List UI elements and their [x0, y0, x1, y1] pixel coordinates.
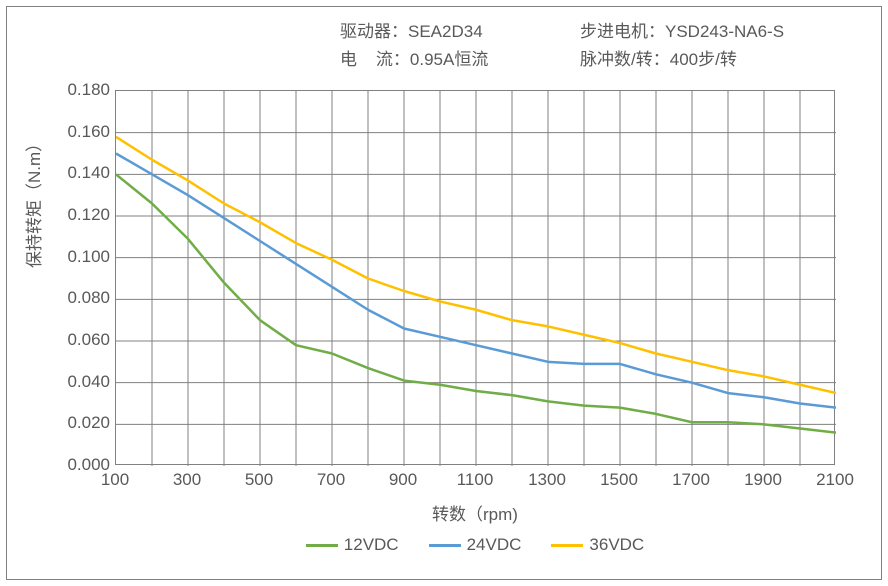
- motor-label: 步进电机：: [580, 18, 665, 46]
- x-axis-label: 转数（rpm): [115, 500, 835, 525]
- plot-area: [115, 90, 835, 465]
- driver-value: SEA2D34: [408, 18, 483, 46]
- legend-swatch: [306, 544, 338, 547]
- y-tick-label: 0.120: [40, 205, 110, 225]
- x-tick-label: 1900: [744, 470, 782, 490]
- y-tick-label: 0.140: [40, 163, 110, 183]
- legend-label: 36VDC: [589, 535, 644, 555]
- pulses-value: 400步/转: [670, 46, 737, 74]
- legend-swatch: [551, 544, 583, 547]
- current-value: 0.95A恒流: [410, 46, 488, 74]
- x-tick-label: 500: [245, 470, 273, 490]
- y-tick-label: 0.040: [40, 372, 110, 392]
- legend-label: 24VDC: [467, 535, 522, 555]
- motor-value: YSD243-NA6-S: [665, 18, 784, 46]
- y-tick-label: 0.000: [40, 455, 110, 475]
- legend-label: 12VDC: [344, 535, 399, 555]
- legend-item-36VDC: 36VDC: [551, 535, 644, 555]
- driver-label: 驱动器：: [340, 18, 408, 46]
- x-tick-label: 1300: [528, 470, 566, 490]
- y-tick-label: 0.060: [40, 330, 110, 350]
- header-block: 驱动器： SEA2D34 步进电机： YSD243-NA6-S 电 流： 0.9…: [340, 18, 868, 74]
- y-tick-label: 0.100: [40, 247, 110, 267]
- legend-swatch: [429, 544, 461, 547]
- pulses-label: 脉冲数/转：: [580, 46, 670, 74]
- y-tick-label: 0.020: [40, 413, 110, 433]
- x-tick-label: 100: [101, 470, 129, 490]
- x-tick-label: 300: [173, 470, 201, 490]
- current-label: 电 流：: [340, 46, 410, 74]
- x-tick-label: 1700: [672, 470, 710, 490]
- x-tick-label: 2100: [816, 470, 854, 490]
- x-tick-label: 700: [317, 470, 345, 490]
- x-tick-label: 1500: [600, 470, 638, 490]
- plot-svg: [116, 91, 836, 466]
- x-tick-label: 900: [389, 470, 417, 490]
- legend-item-12VDC: 12VDC: [306, 535, 399, 555]
- legend-item-24VDC: 24VDC: [429, 535, 522, 555]
- y-tick-label: 0.080: [40, 288, 110, 308]
- y-tick-label: 0.160: [40, 122, 110, 142]
- y-tick-label: 0.180: [40, 80, 110, 100]
- x-tick-label: 1100: [457, 470, 494, 490]
- legend: 12VDC 24VDC 36VDC: [115, 535, 835, 555]
